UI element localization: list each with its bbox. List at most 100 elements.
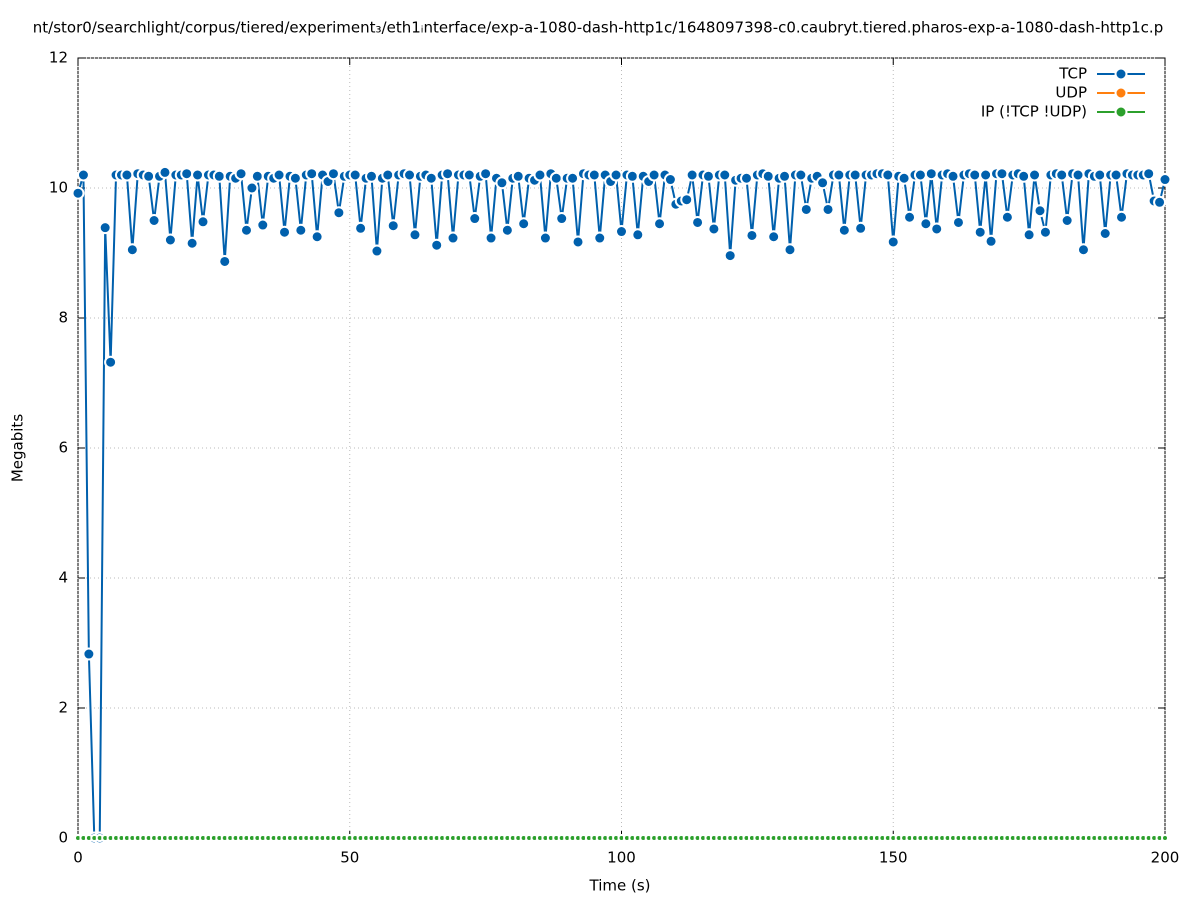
y-axis-label: Megabits [9, 414, 27, 482]
data-point [1022, 228, 1036, 242]
data-point [783, 243, 797, 257]
data-point [848, 168, 862, 182]
data-point [245, 181, 259, 195]
data-point [816, 176, 830, 190]
data-point [587, 168, 601, 182]
data-point [500, 223, 514, 237]
data-point [549, 171, 563, 185]
data-point [185, 236, 199, 250]
data-point [76, 168, 90, 182]
data-point [903, 210, 917, 224]
data-point [403, 168, 417, 182]
data-point [147, 214, 161, 227]
data-point [158, 165, 172, 179]
data-point [511, 169, 525, 183]
data-point [332, 206, 346, 220]
data-point [354, 221, 368, 235]
data-point [1028, 168, 1042, 182]
data-point [631, 228, 645, 242]
data-point [468, 212, 482, 226]
data-point [881, 168, 895, 182]
y-tick-label: 2 [58, 699, 68, 717]
data-point [691, 215, 705, 229]
data-point [533, 168, 547, 182]
data-point [430, 238, 444, 252]
data-point [973, 225, 987, 239]
data-point [408, 228, 422, 242]
legend-label: IP (!TCP !UDP) [981, 103, 1087, 121]
x-tick-label: 50 [340, 849, 359, 867]
data-point [761, 169, 775, 183]
data-point [538, 231, 552, 245]
data-point [566, 171, 580, 185]
data-point [723, 249, 737, 263]
data-point [778, 169, 792, 183]
data-point [180, 167, 194, 181]
data-point [348, 168, 362, 182]
data-point [495, 176, 509, 190]
data-point [886, 235, 900, 249]
data-point [212, 169, 226, 183]
data-point [256, 218, 270, 232]
data-point [1115, 210, 1129, 224]
data-point [305, 167, 319, 181]
data-point [1158, 173, 1172, 187]
data-point [799, 202, 813, 216]
data-point [370, 244, 384, 258]
data-point [615, 225, 628, 239]
data-point [120, 168, 134, 182]
data-point [593, 231, 607, 245]
data-point [740, 171, 754, 185]
data-point [647, 168, 661, 182]
data-point [897, 171, 911, 185]
data-point [979, 168, 993, 182]
data-point [663, 173, 677, 187]
data-point [913, 168, 927, 182]
data-point [951, 215, 965, 229]
data-point [234, 167, 248, 181]
data-point [555, 212, 569, 226]
data-point [1060, 214, 1074, 227]
data-point [653, 217, 667, 231]
data-point [854, 221, 868, 235]
data-point [946, 169, 960, 183]
x-tick-label: 200 [1151, 849, 1180, 867]
data-point [968, 168, 982, 182]
data-point [196, 215, 210, 229]
data-point [71, 186, 85, 200]
data-point [218, 254, 232, 268]
chart-title: nt/stor0/searchlight/corpus/tiered/exper… [33, 19, 1163, 37]
data-point [310, 230, 324, 244]
data-point [441, 167, 455, 181]
data-point [125, 243, 139, 257]
data-point [1000, 210, 1014, 224]
data-point [104, 355, 118, 369]
data-point [479, 167, 493, 181]
data-point [82, 647, 96, 661]
data-point [1017, 169, 1031, 183]
data-point [718, 168, 732, 182]
x-tick-label: 100 [607, 849, 636, 867]
data-point [163, 233, 177, 247]
data-point [1153, 195, 1167, 209]
data-point [1109, 168, 1123, 182]
data-point [685, 168, 699, 182]
data-point [278, 225, 292, 239]
data-point [609, 168, 623, 182]
data-point [837, 223, 851, 237]
data-point [1038, 225, 1052, 239]
data-point [794, 168, 808, 182]
data-point [821, 202, 835, 216]
data-point [625, 169, 639, 183]
data-point [239, 223, 253, 237]
data-point [1098, 227, 1112, 240]
data-point [462, 168, 476, 182]
data-point [191, 168, 205, 182]
data-point [707, 222, 721, 236]
data-point [767, 230, 781, 244]
x-axis-label: Time (s) [589, 877, 651, 895]
y-tick-label: 8 [58, 309, 68, 327]
data-point [381, 168, 395, 182]
y-tick-label: 10 [49, 179, 68, 197]
